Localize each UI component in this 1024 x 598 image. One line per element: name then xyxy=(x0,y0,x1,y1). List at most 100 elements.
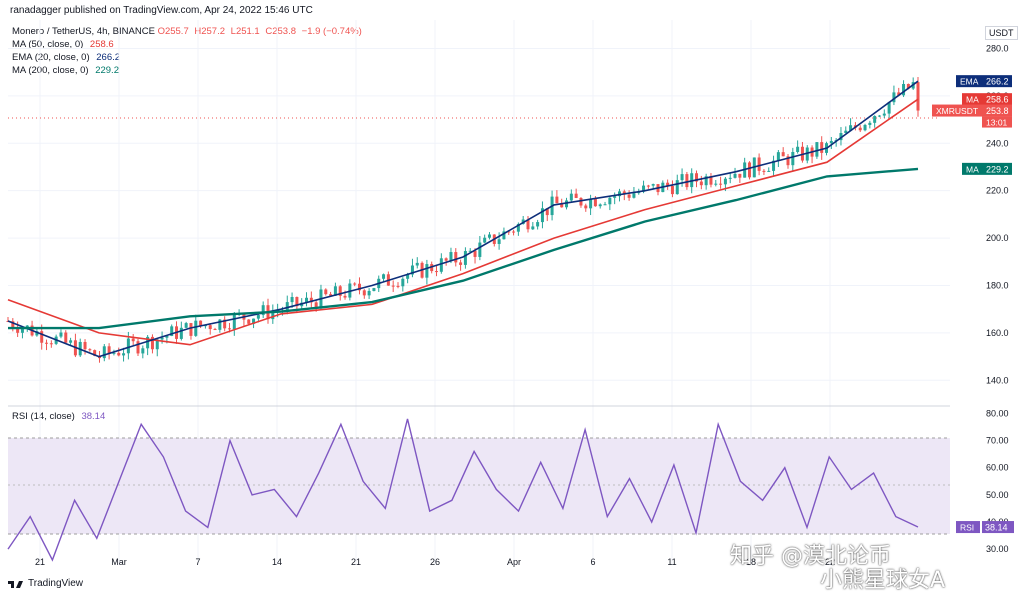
tradingview-brand: TradingView xyxy=(28,578,84,589)
candle-body xyxy=(223,319,227,329)
candle-body xyxy=(877,115,881,117)
candle-body xyxy=(439,258,443,272)
candle-body xyxy=(252,318,256,324)
legend-ema20[interactable]: EMA (20, close, 0) 266.2 xyxy=(12,52,120,63)
candle-body xyxy=(155,339,159,350)
candle-body xyxy=(141,348,145,354)
open-value: O255.7 xyxy=(157,26,189,37)
candle-body xyxy=(425,264,429,278)
candle-body xyxy=(565,200,569,208)
candle-body xyxy=(256,315,260,319)
candle-body xyxy=(723,178,727,185)
candle-body xyxy=(839,132,843,141)
price-tag-label: EMA xyxy=(960,77,979,87)
candle-body xyxy=(695,173,699,182)
time-tick-label: 6 xyxy=(590,557,595,567)
time-tick-label: 21 xyxy=(351,557,361,567)
rsi-tick-label: 50.00 xyxy=(986,490,1009,500)
price-tick-label: 220.0 xyxy=(986,186,1009,196)
symbol-legend[interactable]: Monero / TetherUS, 4h, BINANCE O255.7 H2… xyxy=(12,26,365,37)
candle-body xyxy=(305,297,309,303)
candle-body xyxy=(902,83,906,96)
candle-body xyxy=(314,302,318,309)
price-tag-value: 258.6 xyxy=(986,95,1009,105)
price-tick-label: 240.0 xyxy=(986,138,1009,148)
candle-body xyxy=(728,177,732,179)
candle-body xyxy=(463,251,467,265)
candle-body xyxy=(136,341,140,354)
rsi-tag-value-bg xyxy=(982,521,1014,534)
candle-body xyxy=(719,183,723,185)
candle-body xyxy=(208,325,212,330)
rsi-tag-label: RSI xyxy=(960,523,974,533)
candle-body xyxy=(64,332,68,343)
candle-body xyxy=(45,342,49,344)
candle-body xyxy=(93,350,97,356)
price-tag-value: 229.2 xyxy=(986,164,1009,174)
candle-body xyxy=(584,205,588,209)
candle-body xyxy=(150,336,154,350)
candle-body xyxy=(516,223,520,232)
candle-body xyxy=(353,283,357,285)
candle-body xyxy=(218,319,222,330)
candle-body xyxy=(40,331,44,343)
candle-body xyxy=(781,152,785,157)
currency-label[interactable]: USDT xyxy=(985,26,1018,40)
candle-body xyxy=(16,327,20,333)
candle-body xyxy=(396,285,400,287)
candle-body xyxy=(20,328,24,333)
candle-body xyxy=(569,193,573,201)
candle-body xyxy=(483,237,487,243)
price-tag-value: 253.8 xyxy=(986,106,1009,116)
candle-body xyxy=(714,183,718,185)
candle-body xyxy=(160,337,164,340)
price-tick-label: 200.0 xyxy=(986,233,1009,243)
legend-ema20-value: 266.2 xyxy=(96,52,121,63)
rsi-tick-label: 60.00 xyxy=(986,463,1009,473)
candle-body xyxy=(805,147,809,161)
candle-body xyxy=(829,140,833,144)
candle-body xyxy=(772,160,776,171)
candle-body xyxy=(35,331,39,336)
candle-body xyxy=(126,338,130,354)
price-tag-label-bg xyxy=(932,104,982,117)
legend-ma200[interactable]: MA (200, close, 0) 229.2 xyxy=(12,65,119,76)
price-tags: EMA 266.2 MA 258.6 XMRUSDT 253.8 13:01 MA 229.2 R… xyxy=(932,75,1014,534)
candle-body xyxy=(295,297,299,307)
rsi-band xyxy=(8,438,950,534)
candle-body xyxy=(767,170,771,172)
candle-body xyxy=(685,174,689,188)
candle-body xyxy=(117,352,121,356)
candle-body xyxy=(897,92,901,96)
candle-body xyxy=(324,289,328,295)
candle-body xyxy=(59,332,63,337)
price-tick-label: 140.0 xyxy=(986,375,1009,385)
candle-body xyxy=(540,208,544,223)
rsi-legend-value: 38.14 xyxy=(81,411,106,422)
candle-body xyxy=(651,184,655,186)
publisher-line: ranadagger published on TradingView.com,… xyxy=(10,5,313,16)
candle-body xyxy=(844,130,848,133)
candle-body xyxy=(699,181,703,186)
rsi-legend[interactable]: RSI (14, close) 38.14 xyxy=(12,411,105,422)
change-value: −1.9 (−0.74%) xyxy=(301,26,362,37)
legend-ma50-label: MA (50, close, 0) xyxy=(12,39,84,50)
candle-body xyxy=(112,352,116,354)
candle-body xyxy=(487,234,491,238)
candle-body xyxy=(497,239,501,244)
candle-body xyxy=(199,320,203,327)
candle-body xyxy=(776,152,780,161)
tradingview-footer[interactable]: TradingView xyxy=(8,578,83,589)
candle-body xyxy=(290,297,294,303)
candle-body xyxy=(401,278,405,287)
candle-body xyxy=(680,174,684,181)
legend-ma50-value: 258.6 xyxy=(89,39,114,50)
time-tick-label: 21 xyxy=(35,557,45,567)
candle-body xyxy=(545,208,549,216)
price-tag-label: MA xyxy=(966,164,979,174)
legend-ma50[interactable]: MA (50, close, 0) 258.6 xyxy=(12,39,114,50)
candle-body xyxy=(165,335,169,338)
rsi-line xyxy=(7,418,919,562)
candle-body xyxy=(882,113,886,116)
